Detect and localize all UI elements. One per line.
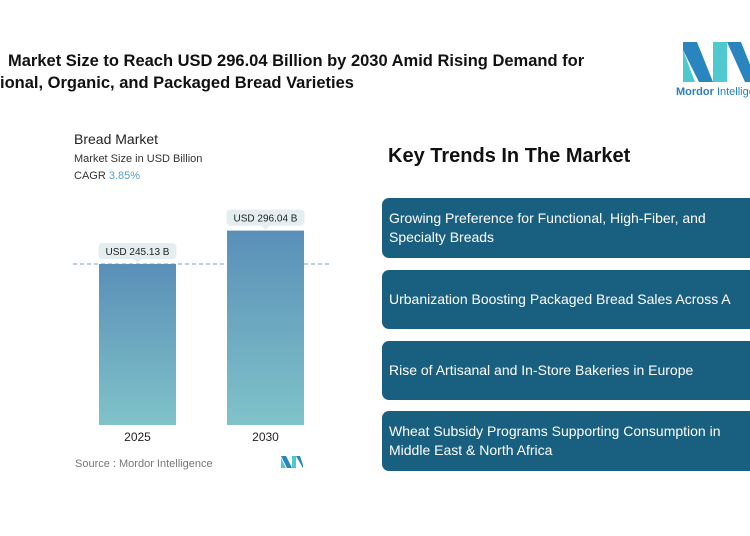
bar-chart: USD 245.13 B 2025 USD 296.04 B 2030	[73, 209, 332, 444]
data-label-pointer	[261, 225, 270, 230]
mordor-logo-icon	[683, 42, 750, 82]
data-label: USD 245.13 B	[106, 247, 170, 258]
bar-2025	[99, 264, 176, 425]
cagr: CAGR 3.85%	[74, 170, 141, 182]
trend-item: Urbanization Boosting Packaged Bread Sal…	[382, 270, 750, 329]
trend-item: Rise of Artisanal and In-Store Bakeries …	[382, 341, 750, 400]
data-label-bg	[226, 209, 305, 226]
bar-2030	[227, 230, 304, 425]
source-logo-icon	[281, 456, 303, 468]
trend-item: Wheat Subsidy Programs Supporting Consum…	[382, 411, 750, 471]
trend-item: Growing Preference for Functional, High-…	[382, 198, 750, 258]
data-label-pointer	[133, 259, 142, 264]
logo-text: Mordor Intellige	[676, 86, 750, 98]
page-title: Market Size to Reach USD 296.04 Billion …	[0, 50, 584, 94]
key-trends-heading: Key Trends In The Market	[388, 145, 631, 167]
cagr-value: 3.85%	[108, 170, 141, 182]
chart-title: Bread Market	[74, 131, 159, 147]
x-tick-label: 2030	[252, 430, 279, 444]
data-label: USD 296.04 B	[234, 214, 298, 225]
source-text: Source : Mordor Intelligence	[75, 458, 213, 470]
title-line-2: ional, Organic, and Packaged Bread Varie…	[0, 74, 354, 92]
chart-subtitle: Market Size in USD Billion	[74, 153, 203, 165]
x-tick-label: 2025	[124, 430, 151, 444]
title-line-1: Market Size to Reach USD 296.04 Billion …	[8, 52, 585, 70]
data-label-bg	[98, 243, 177, 260]
